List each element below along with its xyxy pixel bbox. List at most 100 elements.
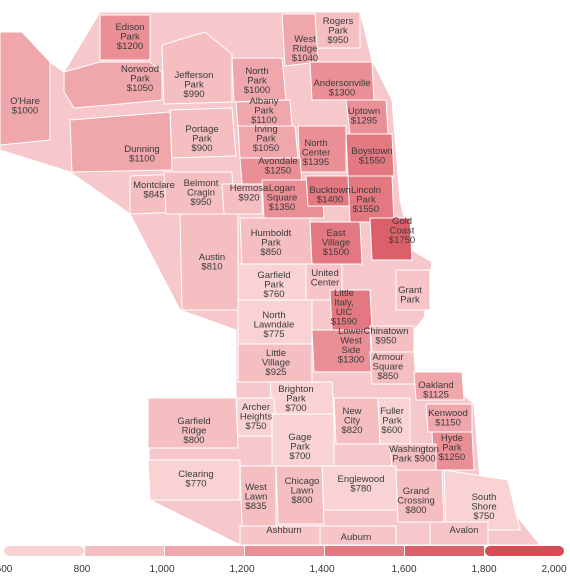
label-line: $1050 — [253, 143, 279, 154]
label-line: North — [304, 138, 327, 149]
label-south-shore: South Shore $750 — [471, 492, 496, 522]
region-o-hare[interactable] — [0, 31, 51, 146]
label-united-center: United Center — [311, 268, 340, 289]
region-auburn[interactable] — [319, 525, 397, 546]
label-oakland: Oakland $1125 — [418, 380, 453, 401]
label-grand-crossing: Grand Crossing $800 — [397, 486, 435, 516]
region-clearing[interactable] — [147, 459, 241, 501]
label-line: $750 — [473, 511, 494, 522]
region-edison-park[interactable] — [99, 14, 151, 61]
label-austin: Austin $810 — [199, 252, 225, 273]
region-gold-coast[interactable] — [369, 217, 413, 261]
label-line: Humboldt — [251, 228, 292, 239]
region-chicago-lawn[interactable] — [275, 465, 325, 525]
label-line: $1040 — [292, 53, 318, 64]
label-chinatown: Chinatown $950 — [364, 326, 409, 347]
label-line: Square — [373, 362, 404, 373]
scale-segment — [325, 546, 404, 556]
label-edison-park: Edison Park $1200 — [115, 22, 144, 52]
region-hermosa[interactable] — [221, 183, 263, 215]
label-line: Garfield — [257, 270, 290, 281]
label-line: Side — [341, 345, 360, 356]
region-south-shore[interactable] — [443, 469, 521, 531]
label-line: Chinatown — [364, 326, 409, 337]
label-line: Ridge — [182, 426, 207, 437]
region-garfield-ridge[interactable] — [147, 397, 239, 449]
region-dunning[interactable] — [69, 111, 173, 173]
label-irving-park: Irving Park $1050 — [253, 124, 279, 154]
region-east-village[interactable] — [309, 221, 363, 265]
label-line: $835 — [245, 501, 266, 512]
region-jefferson-park[interactable] — [161, 31, 233, 105]
label-lower-west-side: Lower West Side $1300 — [338, 326, 364, 366]
region-grant-park[interactable] — [395, 269, 431, 311]
label-line: Jefferson — [175, 70, 214, 81]
label-line: Norwood — [121, 64, 159, 75]
label-line: Uptown — [348, 106, 380, 117]
label-line: Hyde — [441, 433, 463, 444]
region-norwood-park[interactable] — [63, 61, 163, 109]
label-line: $700 — [285, 403, 306, 414]
color-scale-legend: 600 800 1,000 1,200 1,400 1,600 1,800 2,000 — [0, 546, 567, 575]
label-line: $1250 — [439, 452, 465, 463]
label-line: Washington — [389, 444, 439, 455]
label-line: $1395 — [303, 157, 329, 168]
label-line: East — [326, 228, 345, 239]
label-line: Chicago — [285, 476, 320, 487]
label-line: West — [294, 34, 316, 45]
label-north-park: North Park $1000 — [244, 66, 270, 96]
label-line: Park — [290, 442, 310, 453]
label-line: West — [340, 336, 362, 347]
label-line: $1150 — [435, 418, 461, 429]
label-line: Ashburn — [266, 525, 301, 536]
scale-tick-label: 1,000 — [149, 564, 174, 575]
label-east-village: East Village $1500 — [322, 228, 350, 258]
label-line: Archer — [242, 402, 270, 413]
label-englewood: Englewood $780 — [337, 474, 384, 495]
label-gold-coast: Gold Coast $1750 — [389, 216, 415, 246]
label-line: $850 — [260, 247, 281, 258]
scale-segment — [4, 546, 84, 556]
label-line: $1000 — [12, 106, 38, 117]
label-line: $900 — [191, 143, 212, 154]
label-line: $950 — [327, 35, 348, 46]
label-line: Park — [400, 295, 420, 306]
label-fuller-park: Fuller Park $600 — [380, 406, 404, 436]
label-line: $1300 — [338, 355, 364, 366]
region-boystown[interactable] — [345, 133, 395, 177]
label-line: Park — [442, 443, 462, 454]
label-line: $810 — [201, 262, 222, 273]
label-line: $1400 — [317, 195, 343, 206]
label-clearing: Clearing $770 — [178, 469, 213, 490]
label-line: West — [245, 482, 267, 493]
label-line: $1100 — [251, 115, 277, 126]
label-line: Avalon — [450, 525, 479, 536]
label-line: North — [245, 66, 268, 77]
label-line: UIC — [336, 307, 353, 318]
label-line: $850 — [377, 371, 398, 382]
label-north-lawndale: North Lawndale $775 — [254, 310, 295, 340]
label-line: Heights — [240, 412, 272, 423]
label-line: Shore — [471, 502, 496, 513]
label-line: $800 — [183, 435, 204, 446]
label-little-italy-uic: Little Italy, UIC $1590 — [331, 288, 357, 328]
region-oakland[interactable] — [413, 371, 465, 401]
label-line: $775 — [263, 329, 284, 340]
label-west-lawn: West Lawn $835 — [245, 482, 268, 512]
label-line: Dunning — [124, 144, 159, 155]
label-line: $1500 — [323, 247, 349, 258]
label-line: $950 — [375, 336, 396, 347]
region-avalon[interactable] — [429, 521, 489, 546]
label-line: Center — [311, 278, 340, 289]
label-line: Auburn — [341, 532, 372, 543]
label-line: Montclare — [133, 180, 175, 191]
label-line: $1125 — [423, 390, 449, 401]
label-line: $770 — [185, 479, 206, 490]
label-auburn: Auburn — [341, 532, 372, 543]
region-north-center[interactable] — [297, 125, 347, 173]
label-line: Lincoln — [351, 185, 381, 196]
label-line: Crossing — [397, 496, 435, 507]
label-line: United — [311, 268, 338, 279]
label-line: Park — [328, 26, 348, 37]
